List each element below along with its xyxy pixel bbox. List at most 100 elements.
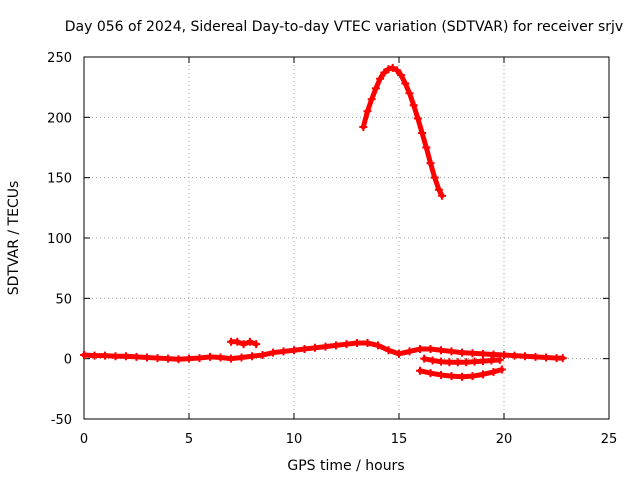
data-point (111, 352, 120, 361)
data-point (437, 357, 445, 366)
data-point (101, 351, 109, 360)
data-point (132, 352, 141, 361)
data-point (321, 342, 330, 351)
data-point (437, 346, 445, 355)
data-point (470, 357, 479, 366)
data-point (416, 366, 424, 375)
data-point (558, 354, 567, 363)
x-tick-label: 20 (496, 432, 513, 447)
data-point (495, 355, 504, 364)
data-point (237, 353, 246, 362)
data-point (462, 358, 471, 367)
data-point (531, 352, 540, 361)
y-tick-label: -50 (51, 413, 72, 428)
data-point (311, 343, 319, 352)
data-point (392, 66, 401, 75)
data-point (409, 101, 418, 110)
data-point (422, 143, 431, 152)
data-point (438, 191, 447, 200)
data-point (384, 65, 393, 74)
data-point (359, 122, 368, 131)
data-point (405, 347, 414, 356)
data-point (447, 372, 456, 381)
data-point (363, 107, 372, 116)
data-point (380, 68, 389, 77)
series-2-line (421, 356, 503, 365)
data-point (500, 351, 508, 360)
y-tick-label: 0 (64, 353, 72, 368)
data-point (397, 71, 406, 80)
data-point (447, 347, 456, 356)
data-point (453, 358, 462, 367)
data-point (227, 354, 235, 363)
data-point (479, 370, 487, 379)
data-point (418, 129, 427, 138)
x-tick-label: 5 (185, 432, 193, 447)
data-point (420, 354, 429, 363)
data-point (239, 340, 248, 349)
data-point (426, 345, 435, 354)
data-point (405, 89, 414, 98)
data-point (332, 341, 340, 350)
data-point (458, 348, 466, 357)
data-point (122, 352, 130, 361)
data-point (428, 356, 437, 365)
data-point (497, 365, 506, 374)
data-point (164, 354, 172, 363)
plot-frame (83, 56, 610, 420)
data-point (468, 349, 477, 358)
x-tick-label: 0 (80, 432, 88, 447)
y-tick-label: 250 (47, 51, 72, 66)
data-point (367, 95, 376, 104)
x-tick-label: 25 (601, 432, 618, 447)
ticks: 0 5 10 15 20 25 -50 0 50 100 150 200 250 (47, 51, 617, 447)
data-point (479, 349, 487, 358)
data-point (279, 347, 288, 356)
y-tick-label: 50 (55, 292, 72, 307)
grid (84, 57, 609, 419)
data-point (413, 114, 422, 123)
data-point (489, 350, 498, 359)
data-point (468, 372, 477, 381)
data-point (521, 352, 529, 361)
data-point (195, 354, 204, 363)
x-axis-label: GPS time / hours (287, 458, 404, 474)
x-tick-label: 10 (286, 432, 303, 447)
data-point (258, 351, 267, 360)
y-tick-label: 150 (47, 172, 72, 187)
data-point (80, 351, 88, 360)
y-tick-label: 100 (47, 232, 72, 247)
data-point (426, 159, 435, 168)
data-point (252, 340, 261, 349)
data-series (80, 63, 567, 381)
data-point (445, 358, 454, 367)
data-point (269, 348, 277, 357)
data-point (426, 369, 435, 378)
data-point (542, 353, 550, 362)
data-point (153, 354, 162, 363)
data-point (401, 79, 410, 88)
data-point (434, 185, 443, 194)
data-point (487, 356, 496, 365)
chart-title: Day 056 of 2024, Sidereal Day-to-day VTE… (65, 19, 623, 35)
data-point (363, 338, 372, 347)
data-point (510, 351, 519, 360)
data-point (248, 352, 256, 361)
x-tick-label: 15 (391, 432, 408, 447)
data-point (143, 353, 151, 362)
data-point (458, 372, 466, 381)
data-point (342, 340, 351, 349)
data-point (376, 74, 385, 83)
data-point (245, 337, 254, 346)
data-point (384, 346, 393, 355)
data-point (416, 345, 424, 354)
data-point (374, 341, 382, 350)
data-point (430, 173, 439, 182)
data-point (395, 349, 403, 358)
data-point (388, 63, 397, 72)
data-point (479, 357, 487, 366)
y-tick-label: 200 (47, 111, 72, 126)
data-point (233, 337, 242, 346)
data-point (216, 353, 225, 362)
